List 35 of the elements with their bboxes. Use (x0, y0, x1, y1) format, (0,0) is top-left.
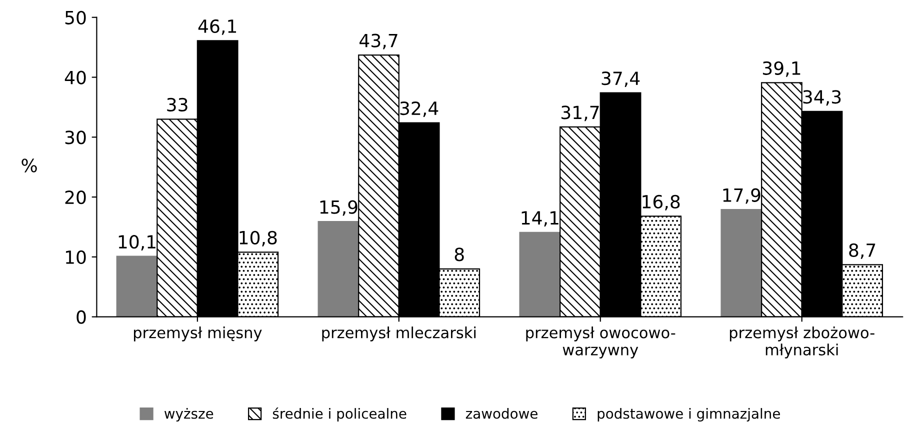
data-label: 14,1 (522, 211, 558, 227)
data-label: 8 (454, 248, 464, 262)
y-tick-label: 20 (65, 190, 86, 204)
data-label: 17,9 (723, 188, 760, 204)
x-tick-label: przemysł mleczarski (322, 326, 476, 342)
data-label: 10,8 (240, 230, 277, 246)
data-label: 37,4 (602, 72, 640, 87)
data-label: 15,9 (320, 200, 358, 216)
x-tick-label: przemysł owocowo- warzywny (526, 326, 676, 358)
legend-label: zawodowe (466, 408, 538, 419)
y-tick-label: 50 (65, 10, 86, 24)
y-tick-label: 0 (76, 310, 86, 324)
data-label: 31,7 (562, 106, 599, 122)
data-label: 39,1 (762, 61, 800, 77)
y-tick-label: 10 (66, 250, 86, 264)
y-axis-title: % (22, 158, 37, 172)
data-label: 34,3 (803, 90, 841, 106)
data-label: 32,4 (400, 101, 438, 117)
bar (318, 221, 360, 317)
data-label: 16,8 (642, 194, 680, 210)
legend-label: średnie i policealne (272, 408, 406, 422)
legend-label: podstawowe i gimnazjalne (598, 408, 780, 422)
data-label: 43,7 (360, 34, 398, 50)
data-label: 10,1 (118, 235, 156, 251)
bar (519, 232, 561, 317)
data-label: 8,7 (849, 243, 876, 259)
bar (720, 209, 762, 317)
y-tick-label: 30 (65, 130, 86, 144)
bar (116, 256, 158, 317)
x-tick-label: przemysł zbożowo- młynarski (730, 326, 874, 358)
data-label: 46,1 (198, 19, 236, 35)
legend-label: wyższe (164, 408, 214, 422)
x-tick-label: przemysł mięsny (134, 326, 262, 342)
y-tick-label: 40 (64, 70, 86, 84)
data-label: 33 (167, 98, 188, 112)
